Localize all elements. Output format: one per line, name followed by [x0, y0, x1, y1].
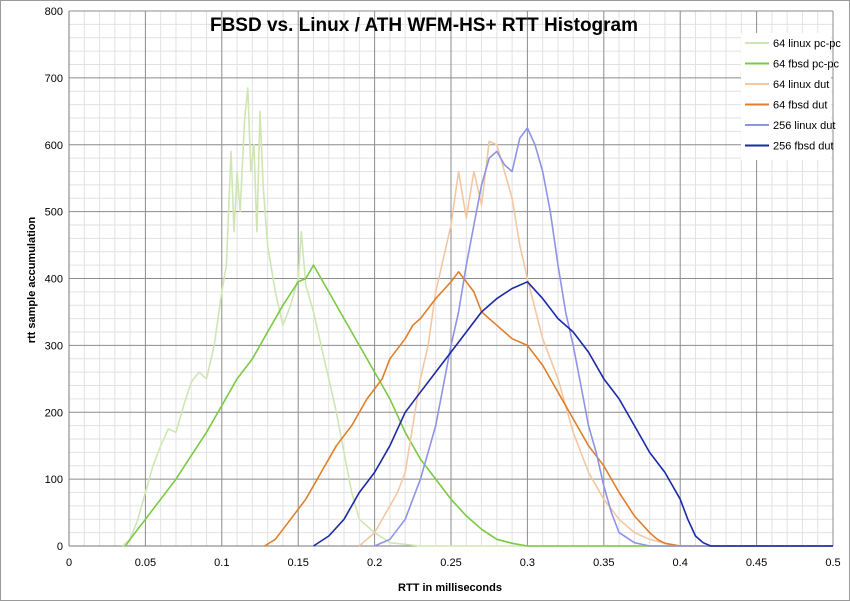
legend-label: 64 fbsd dut — [773, 100, 827, 112]
x-tick-label: 0.15 — [287, 557, 308, 569]
y-tick-label: 0 — [57, 541, 63, 553]
x-tick-label: 0.25 — [440, 557, 461, 569]
x-tick-label: 0.3 — [520, 557, 535, 569]
series-line-2 — [124, 264, 833, 547]
series-line-3 — [358, 140, 833, 547]
series-line-1 — [121, 87, 833, 547]
legend: 64 linux pc-pc 64 fbsd pc-pc 64 linux dut 6… — [741, 33, 841, 160]
y-tick-label: 300 — [45, 340, 63, 352]
legend-label: 64 linux pc-pc — [773, 38, 841, 50]
y-tick-label: 500 — [45, 207, 63, 219]
legend-background — [741, 33, 831, 160]
y-tick-label: 600 — [45, 140, 63, 152]
y-tick-label: 200 — [45, 407, 63, 419]
x-tick-label: 0.5 — [825, 557, 840, 569]
y-tick-label: 100 — [45, 474, 63, 486]
series-line-6 — [313, 281, 833, 547]
y-tick-label: 700 — [45, 73, 63, 85]
x-tick-label: 0.4 — [673, 557, 688, 569]
legend-label: 256 fbsd dut — [773, 141, 834, 153]
chart-title: FBSD vs. Linux / ATH WFM-HS+ RTT Histogr… — [210, 15, 638, 36]
grid-lines — [69, 10, 834, 546]
legend-label: 64 fbsd pc-pc — [773, 59, 840, 71]
x-tick-label: 0.45 — [746, 557, 767, 569]
x-tick-label: 0.05 — [135, 557, 156, 569]
series-line-4 — [264, 271, 833, 547]
legend-label: 256 linux dut — [773, 120, 835, 132]
series-line-5 — [374, 127, 833, 547]
x-tick-label: 0.1 — [214, 557, 229, 569]
x-tick-label: 0.2 — [367, 557, 382, 569]
y-axis-title: rtt sample accumulation — [26, 216, 38, 343]
x-tick-label: 0 — [66, 557, 72, 569]
y-tick-label: 400 — [45, 274, 63, 286]
x-axis-title: RTT in milliseconds — [398, 582, 502, 594]
legend-label: 64 linux dut — [773, 79, 829, 91]
y-tick-label: 800 — [45, 6, 63, 18]
x-tick-label: 0.35 — [593, 557, 614, 569]
